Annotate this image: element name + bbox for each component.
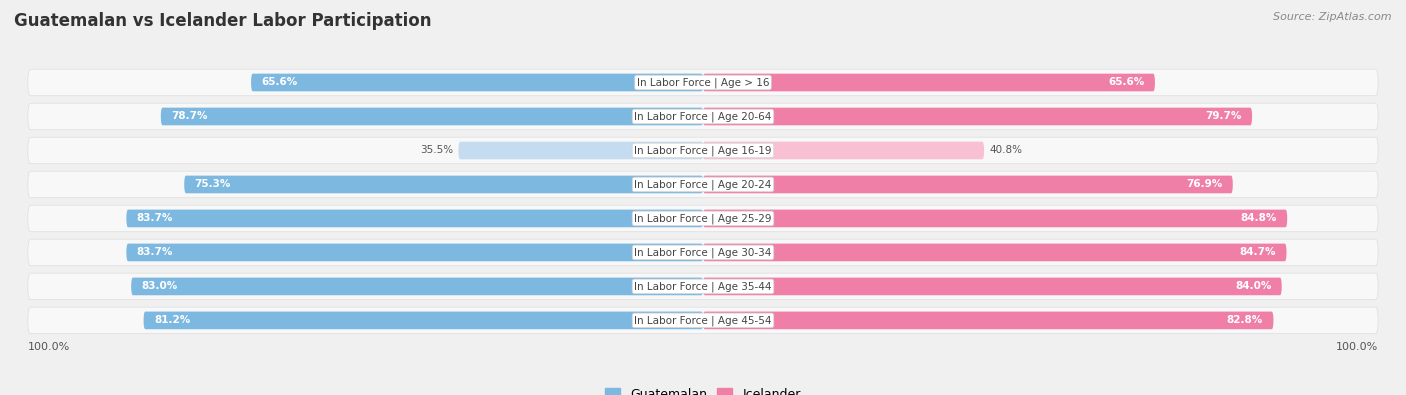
Text: 65.6%: 65.6% (1108, 77, 1144, 87)
FancyBboxPatch shape (703, 108, 1253, 125)
Text: Source: ZipAtlas.com: Source: ZipAtlas.com (1274, 12, 1392, 22)
Text: In Labor Force | Age 16-19: In Labor Force | Age 16-19 (634, 145, 772, 156)
Text: In Labor Force | Age 45-54: In Labor Force | Age 45-54 (634, 315, 772, 325)
FancyBboxPatch shape (703, 176, 1233, 193)
FancyBboxPatch shape (703, 73, 1154, 91)
FancyBboxPatch shape (28, 205, 1378, 232)
Text: 40.8%: 40.8% (990, 145, 1022, 156)
Text: Guatemalan vs Icelander Labor Participation: Guatemalan vs Icelander Labor Participat… (14, 12, 432, 30)
FancyBboxPatch shape (184, 176, 703, 193)
Text: 84.7%: 84.7% (1240, 247, 1277, 258)
Text: 79.7%: 79.7% (1205, 111, 1241, 122)
FancyBboxPatch shape (703, 210, 1288, 227)
FancyBboxPatch shape (28, 239, 1378, 266)
Text: 35.5%: 35.5% (420, 145, 453, 156)
Text: In Labor Force | Age 30-34: In Labor Force | Age 30-34 (634, 247, 772, 258)
FancyBboxPatch shape (28, 103, 1378, 130)
FancyBboxPatch shape (143, 312, 703, 329)
Text: In Labor Force | Age 35-44: In Labor Force | Age 35-44 (634, 281, 772, 292)
FancyBboxPatch shape (703, 312, 1274, 329)
Text: 83.7%: 83.7% (136, 213, 173, 224)
Text: 84.8%: 84.8% (1240, 213, 1277, 224)
Text: 75.3%: 75.3% (194, 179, 231, 190)
FancyBboxPatch shape (703, 244, 1286, 261)
FancyBboxPatch shape (703, 278, 1282, 295)
FancyBboxPatch shape (458, 142, 703, 159)
Legend: Guatemalan, Icelander: Guatemalan, Icelander (600, 383, 806, 395)
Text: 83.0%: 83.0% (142, 281, 177, 292)
FancyBboxPatch shape (28, 69, 1378, 96)
Text: 76.9%: 76.9% (1187, 179, 1222, 190)
Text: 82.8%: 82.8% (1227, 316, 1263, 325)
FancyBboxPatch shape (127, 244, 703, 261)
FancyBboxPatch shape (127, 210, 703, 227)
FancyBboxPatch shape (252, 73, 703, 91)
Text: 84.0%: 84.0% (1234, 281, 1271, 292)
Text: In Labor Force | Age 20-24: In Labor Force | Age 20-24 (634, 179, 772, 190)
Text: 83.7%: 83.7% (136, 247, 173, 258)
Text: In Labor Force | Age 20-64: In Labor Force | Age 20-64 (634, 111, 772, 122)
FancyBboxPatch shape (28, 137, 1378, 164)
Text: In Labor Force | Age > 16: In Labor Force | Age > 16 (637, 77, 769, 88)
Text: 100.0%: 100.0% (1336, 342, 1378, 352)
Text: In Labor Force | Age 25-29: In Labor Force | Age 25-29 (634, 213, 772, 224)
Text: 78.7%: 78.7% (172, 111, 208, 122)
Text: 100.0%: 100.0% (28, 342, 70, 352)
FancyBboxPatch shape (160, 108, 703, 125)
FancyBboxPatch shape (703, 142, 984, 159)
FancyBboxPatch shape (28, 273, 1378, 300)
Text: 65.6%: 65.6% (262, 77, 298, 87)
Text: 81.2%: 81.2% (153, 316, 190, 325)
FancyBboxPatch shape (28, 171, 1378, 198)
FancyBboxPatch shape (131, 278, 703, 295)
FancyBboxPatch shape (28, 307, 1378, 334)
